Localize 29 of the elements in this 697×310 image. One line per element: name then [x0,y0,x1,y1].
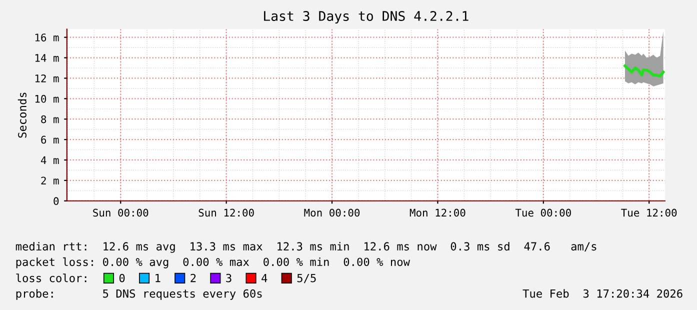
x-tick-label: Mon 00:00 [304,208,360,217]
y-tick-label: 12 m [35,74,59,82]
legend-label: 5/5 [297,274,316,284]
y-tick-label: 14 m [35,54,59,62]
line-series [624,64,665,78]
x-tick-label: Sun 00:00 [93,208,148,217]
legend-label: 1 [156,274,160,282]
y-tick-label: 16 m [35,34,59,42]
y-tick-label: 0 [54,197,59,206]
y-tick-label: 6 m [41,136,59,144]
text: Tue Feb 3 17:20:34 2026 [522,289,682,298]
y-tick-label: 10 m [35,94,59,103]
x-tick-label: Tue 12:00 [621,208,677,217]
y-tick-label: 2 m [41,176,59,184]
text: probe: 5 DNS requests every 60s [16,289,262,300]
legend-label: 2 [190,274,196,282]
y-axis-title: Seconds [18,92,26,138]
text: median rtt: 12.6 ms avg 13.3 ms max 12.3 ms min 12.6 ms now 0.3 ms sd 47.6 am/s [16,242,596,253]
legend-title: loss color: [16,274,86,282]
y-tick-label: 8 m [41,115,59,124]
text: packet loss: 0.00 % avg 0.00 % max 0.00 % min 0.00 % now [16,257,410,268]
x-tick-label: Mon 12:00 [410,208,466,217]
legend-label: 4 [262,274,268,282]
legend-label: 0 [119,274,125,282]
legend-label: 3 [226,274,232,282]
y-tick-label: 4 m [40,156,59,164]
x-tick-label: Sun 12:00 [198,208,254,217]
x-tick-label: Tue 00:00 [515,208,571,217]
chart-title: Last 3 Days to DNS 4.2.2.1 [264,11,468,24]
